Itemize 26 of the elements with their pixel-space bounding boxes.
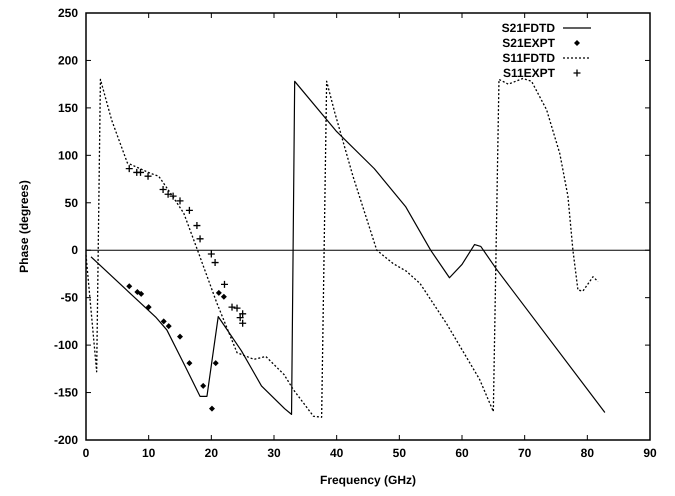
legend-label: S11FDTD xyxy=(502,51,556,65)
y-tick-label: 100 xyxy=(58,148,78,162)
legend-label: S21FDTD xyxy=(502,21,556,35)
x-tick-label: 40 xyxy=(330,446,344,460)
y-tick-label: -100 xyxy=(54,338,78,352)
y-tick-label: -150 xyxy=(54,386,78,400)
y-tick-label: -50 xyxy=(60,290,78,305)
x-tick-label: 30 xyxy=(267,446,281,460)
x-tick-label: 80 xyxy=(580,446,594,460)
x-tick-label: 0 xyxy=(82,446,90,460)
y-tick-label: 50 xyxy=(64,196,78,210)
legend-label: S21EXPT xyxy=(502,36,556,50)
legend-label: S11EXPT xyxy=(502,66,556,80)
y-tick-label: 200 xyxy=(58,53,78,68)
y-axis-title: Phase (degrees) xyxy=(17,180,31,273)
x-axis-title: Frequency (GHz) xyxy=(320,473,416,487)
x-tick-label: 90 xyxy=(643,446,657,460)
x-tick-label: 70 xyxy=(518,446,532,460)
y-tick-label: 0 xyxy=(71,243,78,258)
y-tick-label: -200 xyxy=(54,433,78,447)
y-tick-label: 150 xyxy=(58,100,78,115)
x-tick-label: 20 xyxy=(204,446,218,460)
x-tick-label: 60 xyxy=(455,446,469,460)
x-tick-label: 50 xyxy=(392,446,406,460)
y-tick-label: 250 xyxy=(58,6,78,20)
x-tick-label: 10 xyxy=(142,446,156,460)
